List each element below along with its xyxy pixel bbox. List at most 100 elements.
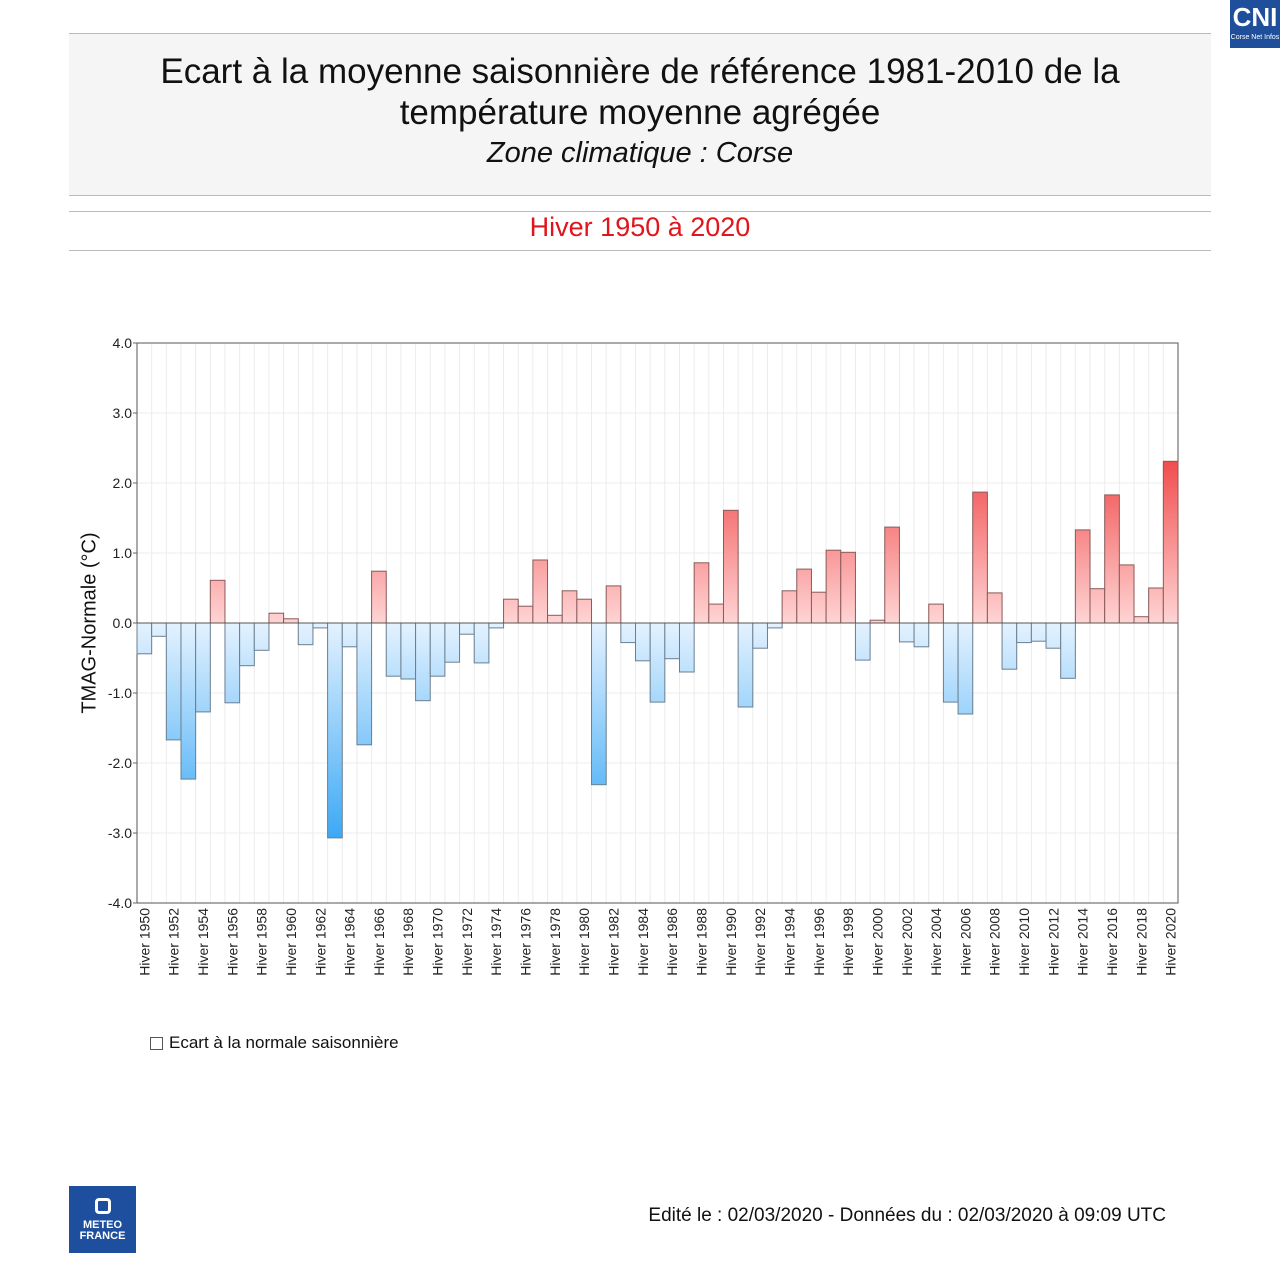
bar-2016 xyxy=(1104,494,1120,624)
y-tick-label: 0.0 xyxy=(113,615,133,631)
bar-1986 xyxy=(664,622,680,660)
meteo-france-wordmark: METEO FRANCE xyxy=(79,1219,126,1242)
season-title: Hiver 1950 à 2020 xyxy=(529,212,751,242)
x-tick-label: Hiver 1978 xyxy=(547,908,563,976)
meteo-france-icon xyxy=(94,1198,111,1214)
bar-2012 xyxy=(1045,622,1062,649)
bar-1968 xyxy=(400,622,417,680)
x-tick-label: Hiver 1976 xyxy=(518,908,534,976)
x-tick-label: Hiver 1980 xyxy=(576,908,592,976)
bar-2008 xyxy=(986,592,1003,624)
bar-2004 xyxy=(928,603,944,624)
bar-1992 xyxy=(752,622,768,649)
bar-1995 xyxy=(796,568,812,624)
bar-1991 xyxy=(737,622,754,708)
bar-1985 xyxy=(649,622,666,703)
x-tick-label: Hiver 1992 xyxy=(752,908,768,976)
y-tick-label: -2.0 xyxy=(108,755,132,771)
x-tick-label: Hiver 2018 xyxy=(1133,908,1149,976)
bar-2018 xyxy=(1133,616,1150,624)
x-tick-label: Hiver 1988 xyxy=(693,908,709,976)
bar-1980 xyxy=(576,598,593,624)
divider xyxy=(69,211,1211,212)
bar-2019 xyxy=(1148,587,1164,624)
x-tick-label: Hiver 1962 xyxy=(312,908,328,976)
x-tick-label: Hiver 1982 xyxy=(606,908,622,976)
x-tick-label: Hiver 2006 xyxy=(957,908,973,976)
x-tick-label: Hiver 1990 xyxy=(723,908,739,976)
bar-1952 xyxy=(165,622,182,741)
bar-1997 xyxy=(825,549,842,624)
bar-1999 xyxy=(854,622,871,661)
y-tick-label: 3.0 xyxy=(113,405,133,421)
bar-1958 xyxy=(253,622,270,651)
meteo-france-logo: METEO FRANCE xyxy=(69,1186,136,1253)
bar-2006 xyxy=(957,622,974,715)
cni-logo: CNI Corse Net Infos xyxy=(1230,0,1280,48)
bar-2014 xyxy=(1074,529,1091,624)
bar-1965 xyxy=(356,622,373,746)
bar-1955 xyxy=(209,579,226,624)
bar-2015 xyxy=(1089,588,1106,624)
bar-1977 xyxy=(532,559,549,624)
bar-1962 xyxy=(312,622,329,629)
bar-1982 xyxy=(605,585,622,624)
bar-1993 xyxy=(766,622,783,629)
bar-1961 xyxy=(297,622,314,646)
chart-subtitle: Zone climatique : Corse xyxy=(486,137,794,169)
bar-1969 xyxy=(415,622,431,702)
bar-2011 xyxy=(1030,622,1047,642)
bar-2013 xyxy=(1060,622,1076,679)
bar-1983 xyxy=(620,622,637,644)
bar-1998 xyxy=(840,551,856,624)
bar-1966 xyxy=(371,570,387,624)
legend[interactable]: Ecart à la normale saisonnière xyxy=(150,1033,399,1053)
bar-1960 xyxy=(283,618,299,624)
bar-1964 xyxy=(341,622,358,648)
bar-2017 xyxy=(1118,564,1135,624)
x-tick-label: Hiver 1972 xyxy=(459,908,475,976)
x-tick-label: Hiver 1984 xyxy=(635,908,651,976)
x-tick-label: Hiver 1958 xyxy=(254,908,270,976)
x-tick-label: Hiver 1954 xyxy=(195,908,211,976)
bar-1953 xyxy=(180,622,197,780)
x-tick-label: Hiver 1996 xyxy=(811,908,827,976)
bar-1975 xyxy=(503,598,519,624)
bar-2010 xyxy=(1016,622,1032,644)
y-tick-label: -3.0 xyxy=(108,825,132,841)
cni-subtitle: Corse Net Infos xyxy=(1230,34,1280,41)
bar-2007 xyxy=(972,491,988,624)
bar-1976 xyxy=(517,605,534,624)
bar-1959 xyxy=(268,612,285,624)
bar-1978 xyxy=(547,614,563,624)
bar-1967 xyxy=(385,622,402,677)
x-tick-label: Hiver 2014 xyxy=(1075,908,1091,976)
bar-1963 xyxy=(327,622,343,839)
bar-1987 xyxy=(678,622,695,673)
bar-1994 xyxy=(781,590,798,624)
x-tick-label: Hiver 1952 xyxy=(166,908,182,976)
bar-1950 xyxy=(136,622,153,655)
bar-1973 xyxy=(473,622,490,664)
x-tick-label: Hiver 2012 xyxy=(1045,908,1061,976)
edit-date-footer: Edité le : 02/03/2020 - Données du : 02/… xyxy=(648,1205,1166,1226)
divider xyxy=(69,250,1211,251)
bar-1984 xyxy=(635,622,651,662)
chart-title-line2: température moyenne agrégée xyxy=(399,93,881,132)
bar-2009 xyxy=(1001,622,1018,670)
x-tick-label: Hiver 1950 xyxy=(136,908,152,976)
chart-title-line1: Ecart à la moyenne saisonnière de référe… xyxy=(160,52,1120,91)
bar-1972 xyxy=(459,622,475,635)
x-tick-label: Hiver 1968 xyxy=(400,908,416,976)
y-tick-label: 1.0 xyxy=(113,545,133,561)
bar-1954 xyxy=(195,622,211,713)
bar-1974 xyxy=(488,622,505,629)
bar-1956 xyxy=(224,622,241,704)
legend-checkbox[interactable] xyxy=(150,1036,163,1050)
x-tick-label: Hiver 1956 xyxy=(224,908,240,976)
y-tick-label: -1.0 xyxy=(108,685,132,701)
bar-2002 xyxy=(898,622,915,643)
x-tick-label: Hiver 2004 xyxy=(928,908,944,976)
y-tick-label: -4.0 xyxy=(108,895,132,911)
